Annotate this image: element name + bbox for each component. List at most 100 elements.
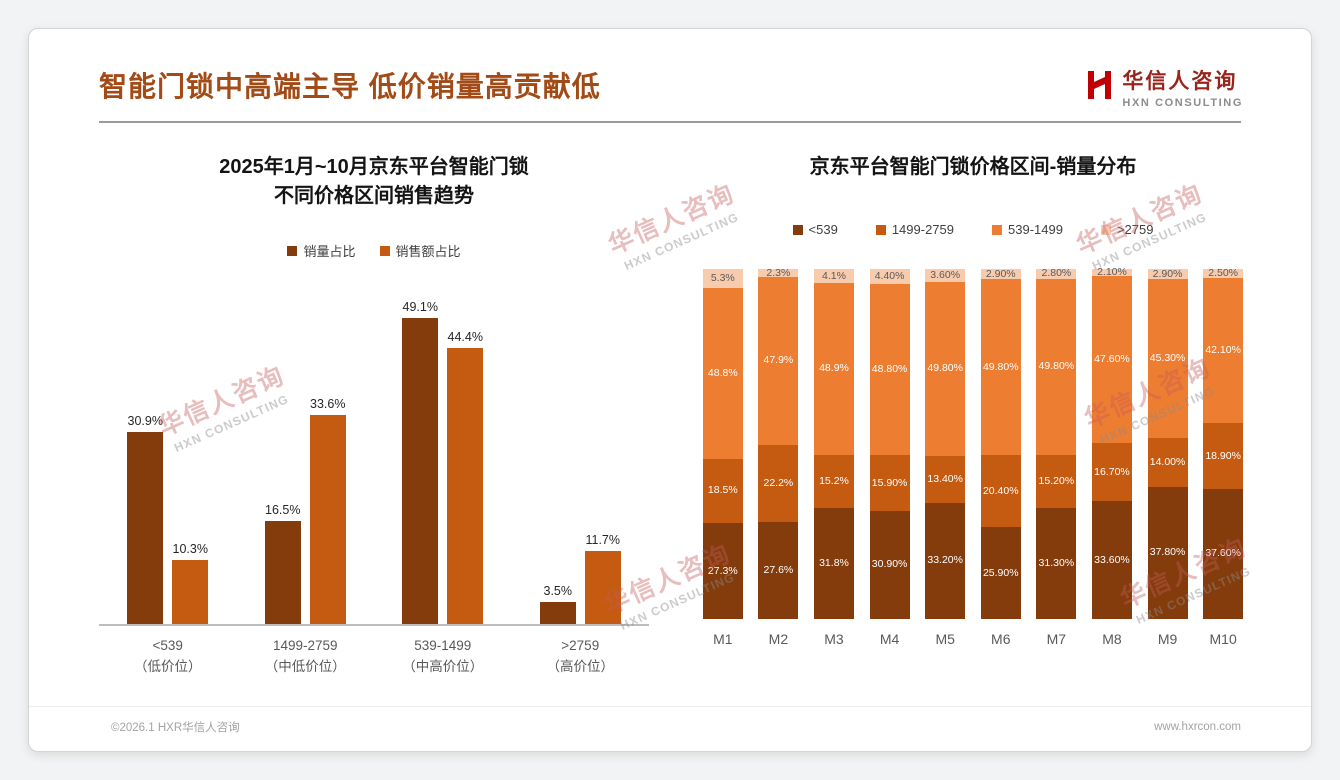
slide-header: 智能门锁中高端主导 低价销量高贡献低 华信人咨询 HXN CONSULTING [29, 29, 1311, 109]
segment-label: 2.50% [1208, 266, 1239, 279]
stacked-bar: 37.60% 18.90% 42.10% 2.50% M10 [1195, 266, 1251, 647]
bar-value-label: 10.3% [172, 541, 208, 556]
stacked-bar: 31.30% 15.20% 49.80% 2.80% M7 [1029, 268, 1085, 647]
stack-segment: 47.60% [1091, 276, 1132, 443]
legend-item: 销量占比 [287, 241, 356, 260]
stack-segment: 37.60% [1203, 488, 1244, 619]
legend-item: <539 [792, 222, 838, 237]
stack-segment: 22.2% [758, 444, 799, 523]
segment-label: 31.8% [819, 556, 849, 569]
bar-rect [584, 551, 621, 624]
left-chart-plot: 30.9% 10.3% <539 （低价位） 16.5% 33.6% 1499-2759 （中… [99, 288, 649, 678]
segment-label: 31.30% [1038, 557, 1075, 570]
segment-label: 49.80% [1038, 360, 1075, 373]
stack-segment: 13.40% [925, 455, 966, 503]
slide-footer: ©2026.1 HXR华信人咨询 www.hxrcon.com [29, 706, 1311, 751]
month-label: M10 [1209, 631, 1237, 647]
right-chart-plot: 27.3% 18.5% 48.8% 5.3% M1 27.6% 22.2% 47.9% 2.3%… [695, 266, 1251, 647]
stack-segment: 18.5% [702, 458, 743, 524]
logo-name-cn: 华信人咨询 [1122, 70, 1238, 93]
category-label: 539-1499 （中高价位） [402, 638, 484, 674]
stacked-bar: 27.3% 18.5% 48.8% 5.3% M1 [695, 269, 751, 647]
bar: 10.3% [172, 288, 209, 624]
legend-swatch [1100, 224, 1111, 235]
bar-value-label: 33.6% [310, 396, 346, 411]
stack-segment: 33.60% [1091, 501, 1132, 619]
bar-group: 49.1% 44.4% 539-1499 （中高价位） [374, 288, 512, 678]
stack-segment: 3.60% [925, 269, 966, 282]
segment-label: 14.00% [1149, 455, 1186, 468]
stack-segment: 14.00% [1147, 437, 1188, 487]
category-label: <539 （低价位） [134, 638, 202, 674]
stacked-bar: 25.90% 20.40% 49.80% 2.90% M6 [973, 268, 1029, 647]
stack-segment: 27.6% [758, 522, 799, 619]
segment-label: 22.2% [763, 477, 794, 490]
legend-item: 539-1499 [992, 222, 1063, 237]
segment-label: 49.80% [982, 360, 1019, 373]
right-chart-legend: <539 1499-2759 539-1499 >2759 [695, 222, 1251, 237]
left-chart-legend: 销量占比 销售额占比 [99, 241, 649, 260]
bar-value-label: 49.1% [402, 300, 438, 315]
bar: 30.9% [127, 288, 164, 624]
segment-label: 47.9% [763, 354, 794, 367]
stack-segment: 30.90% [869, 510, 910, 619]
footer-website: www.hxrcon.com [1154, 721, 1241, 733]
stacked-bar: 33.20% 13.40% 49.80% 3.60% M5 [917, 269, 973, 647]
stack-segment: 47.9% [758, 277, 799, 445]
bar: 44.4% [447, 288, 484, 624]
segment-label: 33.20% [927, 554, 963, 567]
stack-segment: 20.40% [980, 455, 1021, 528]
bar: 16.5% [264, 288, 301, 624]
stack-segment: 48.9% [813, 283, 854, 455]
stack-segment: 2.50% [1203, 266, 1244, 279]
month-label: M6 [991, 631, 1011, 647]
stack-segment: 37.80% [1147, 486, 1188, 619]
stacked-bar: 27.6% 22.2% 47.9% 2.3% M2 [751, 267, 807, 647]
logo-icon [1086, 69, 1113, 106]
legend-swatch [287, 245, 298, 256]
segment-label: 15.90% [871, 476, 908, 489]
legend-swatch [992, 224, 1002, 235]
segment-label: 30.90% [871, 558, 908, 571]
month-label: M1 [713, 631, 733, 647]
stack-segment: 48.8% [702, 287, 743, 459]
segment-label: 16.70% [1094, 465, 1130, 478]
bar: 49.1% [402, 288, 439, 624]
segment-label: 48.9% [819, 362, 849, 375]
bar-value-label: 30.9% [127, 413, 163, 428]
logo-text: 华信人咨询 HXN CONSULTING [1122, 65, 1243, 109]
segment-label: 48.8% [707, 366, 738, 379]
stack-segment: 33.20% [925, 502, 966, 619]
charts-area: 2025年1月~10月京东平台智能门锁 不同价格区间销售趋势 销量占比 销售额占比… [29, 123, 1311, 678]
stack-segment: 2.90% [1147, 268, 1188, 280]
bar-value-label: 11.7% [585, 533, 620, 548]
logo-name-en: HXN CONSULTING [1122, 97, 1243, 109]
segment-label: 27.3% [707, 564, 738, 577]
segment-label: 27.6% [763, 564, 794, 577]
bar-group: 3.5% 11.7% >2759 （高价位） [511, 288, 649, 678]
bar-rect [402, 318, 439, 624]
segment-label: 42.10% [1205, 344, 1241, 357]
bar-rect [309, 414, 346, 624]
stack-segment: 48.80% [869, 284, 910, 456]
month-label: M3 [824, 631, 844, 647]
legend-item: >2759 [1100, 222, 1153, 237]
month-label: M5 [935, 631, 955, 647]
logo: 华信人咨询 HXN CONSULTING [1086, 65, 1243, 109]
stack-segment: 27.3% [702, 523, 743, 619]
stacked-bar-chart: 京东平台智能门锁价格区间-销量分布 <539 1499-2759 539-1499 >… [695, 153, 1251, 678]
stack-segment: 18.90% [1203, 423, 1244, 489]
stack-segment: 5.3% [702, 269, 743, 288]
bar-value-label: 16.5% [265, 503, 301, 518]
stack-segment: 16.70% [1091, 442, 1132, 502]
bar-rect [127, 431, 164, 624]
stacked-bar: 33.60% 16.70% 47.60% 2.10% M8 [1084, 267, 1140, 647]
stacked-bar: 31.8% 15.2% 48.9% 4.1% M3 [806, 269, 862, 647]
bar-group: 30.9% 10.3% <539 （低价位） [99, 288, 237, 678]
stack-segment: 49.80% [925, 281, 966, 456]
segment-label: 15.2% [819, 474, 849, 487]
category-label: >2759 （高价位） [546, 638, 615, 674]
segment-label: 13.40% [927, 472, 963, 485]
right-chart-title: 京东平台智能门锁价格区间-销量分布 [809, 156, 1137, 178]
month-label: M4 [879, 631, 900, 647]
